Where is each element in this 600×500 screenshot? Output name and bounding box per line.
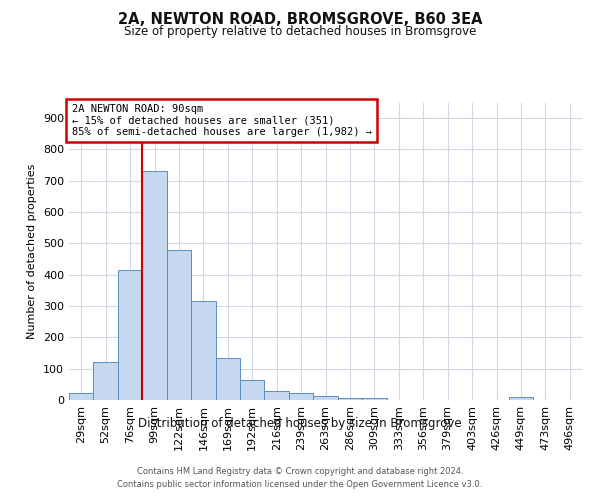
Bar	[118, 270, 142, 400]
Bar	[509, 397, 533, 400]
Text: Distribution of detached houses by size in Bromsgrove: Distribution of detached houses by size …	[138, 418, 462, 430]
Text: 2A, NEWTON ROAD, BROMSGROVE, B60 3EA: 2A, NEWTON ROAD, BROMSGROVE, B60 3EA	[118, 12, 482, 28]
Bar	[167, 250, 191, 400]
Y-axis label: Number of detached properties: Number of detached properties	[28, 164, 37, 339]
Bar	[313, 396, 338, 400]
Bar	[142, 172, 167, 400]
Bar	[215, 358, 240, 400]
Bar	[362, 398, 386, 400]
Text: Contains HM Land Registry data © Crown copyright and database right 2024.: Contains HM Land Registry data © Crown c…	[137, 467, 463, 476]
Bar	[289, 393, 313, 400]
Bar	[94, 362, 118, 400]
Text: Contains public sector information licensed under the Open Government Licence v3: Contains public sector information licen…	[118, 480, 482, 489]
Bar	[69, 393, 94, 400]
Text: Size of property relative to detached houses in Bromsgrove: Size of property relative to detached ho…	[124, 25, 476, 38]
Bar	[265, 391, 289, 400]
Bar	[240, 380, 265, 400]
Bar	[191, 302, 215, 400]
Text: 2A NEWTON ROAD: 90sqm
← 15% of detached houses are smaller (351)
85% of semi-det: 2A NEWTON ROAD: 90sqm ← 15% of detached …	[71, 104, 371, 137]
Bar	[338, 398, 362, 400]
